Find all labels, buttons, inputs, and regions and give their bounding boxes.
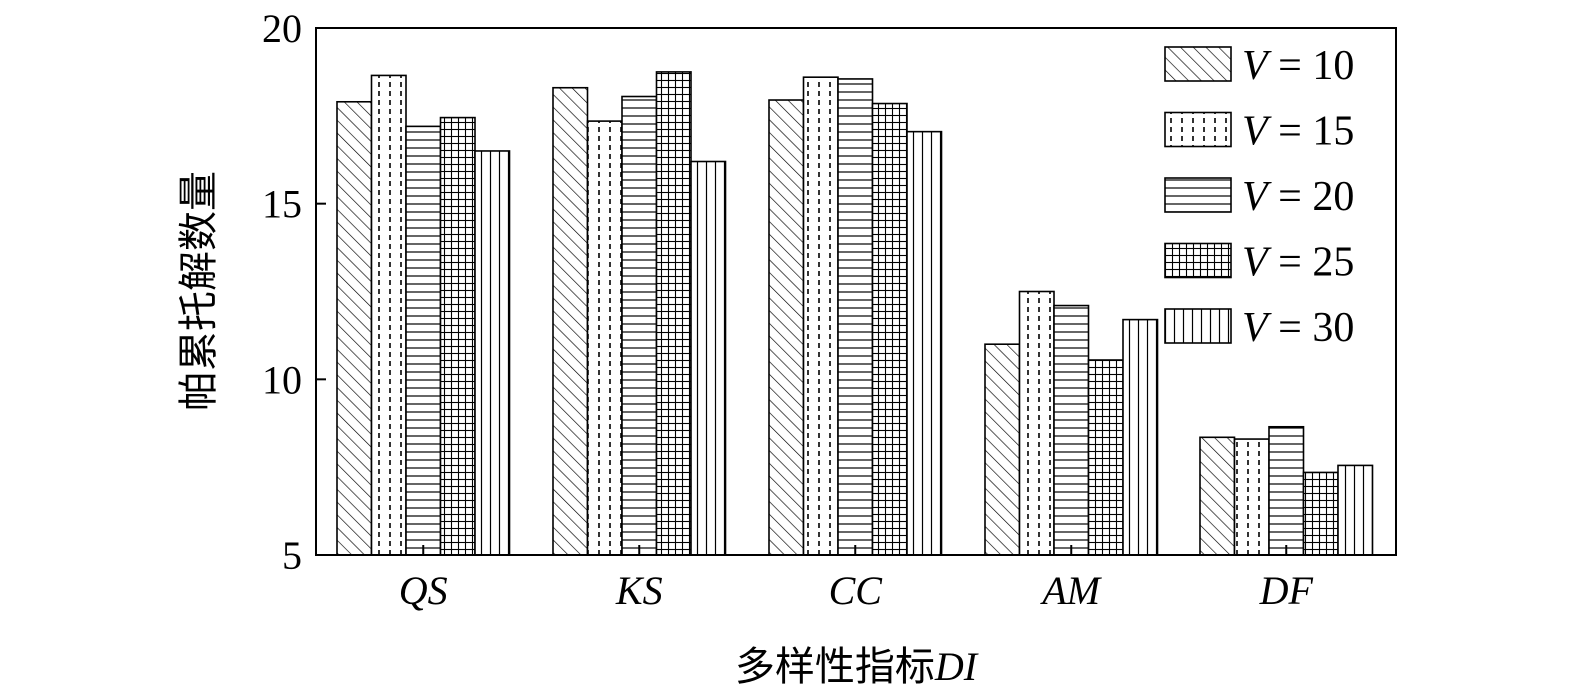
bar-cc-series-4	[871, 102, 908, 556]
bar-am-series-5	[1122, 318, 1159, 556]
y-tick-label: 10	[262, 357, 302, 402]
bar-cc-series-3	[837, 78, 874, 556]
legend-label-series-1: V = 10	[1242, 43, 1354, 89]
legend-label-series-2: V = 15	[1242, 109, 1354, 155]
legend: V = 10 V = 15 V = 20 V = 25 V = 30	[1164, 43, 1354, 351]
bar-qs-series-1	[336, 100, 373, 556]
bar-qs-series-4	[439, 116, 476, 556]
bar-ks-series-1	[552, 86, 589, 556]
x-axis-title-prefix: 多样性指标	[735, 644, 935, 690]
y-tick-label: 20	[262, 6, 302, 51]
legend-swatch-series-2	[1164, 111, 1232, 148]
bar-am-series-2	[1018, 290, 1055, 556]
bar-cc-series-1	[768, 99, 805, 556]
x-tick-label-qs: QS	[399, 568, 448, 613]
bar-df-series-4	[1302, 471, 1339, 556]
legend-swatch-series-5	[1164, 308, 1232, 344]
legend-label-series-3: V = 20	[1242, 174, 1354, 220]
bar-ks-series-2	[586, 120, 623, 556]
x-tick-label-df: DF	[1259, 568, 1314, 613]
bar-df-series-3	[1268, 425, 1305, 556]
bar-ks-series-4	[655, 71, 692, 556]
x-axis-title: 多样性指标DI	[735, 644, 979, 690]
legend-swatch-series-3	[1164, 177, 1232, 213]
legend-swatch-series-1	[1164, 46, 1232, 82]
bar-qs-series-5	[474, 150, 511, 556]
x-axis: QS KS CC AM DF	[399, 545, 1314, 613]
x-tick-label-cc: CC	[829, 568, 884, 613]
bar-am-series-3	[1053, 304, 1090, 556]
plot-frame	[315, 27, 1397, 556]
bar-df-series-2	[1233, 438, 1270, 556]
bar-ks-series-3	[621, 95, 658, 556]
legend-label-series-5: V = 30	[1242, 305, 1354, 351]
bar-qs-series-2	[370, 74, 407, 556]
bar-qs-series-3	[405, 125, 442, 556]
x-tick-label-am: AM	[1039, 568, 1102, 613]
legend-swatch-series-4	[1164, 242, 1232, 279]
bar-df-series-5	[1337, 464, 1374, 556]
bar-ks-series-5	[690, 160, 727, 556]
bar-am-series-1	[984, 343, 1021, 556]
bar-df-series-1	[1199, 436, 1236, 556]
x-tick-label-ks: KS	[615, 568, 663, 613]
x-axis-title-suffix: DI	[934, 644, 979, 689]
bar-am-series-4	[1087, 359, 1124, 556]
legend-label-series-4: V = 25	[1242, 240, 1354, 286]
y-tick-label: 5	[282, 533, 302, 578]
bar-cc-series-5	[906, 130, 943, 556]
bars-group	[336, 71, 1374, 556]
y-tick-label: 15	[262, 182, 302, 227]
y-axis-title: 帕累托解数量	[176, 171, 222, 411]
bar-cc-series-2	[802, 76, 839, 556]
